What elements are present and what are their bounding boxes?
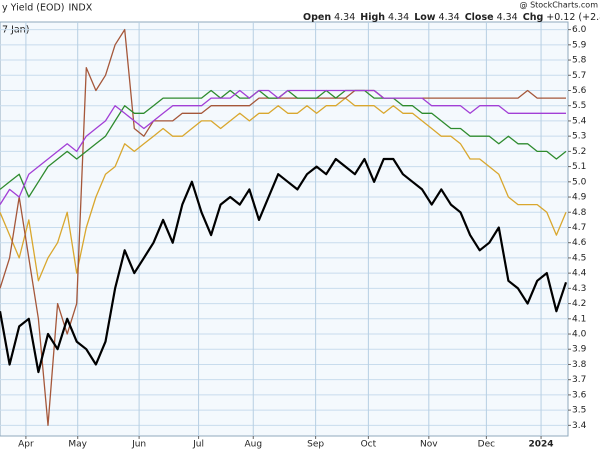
series-line [0,28,566,426]
y-tick-label: 5.1 [572,162,586,172]
y-tick-label: 4.9 [572,193,587,203]
y-tick-label: 5.6 [572,86,587,96]
x-tick-label: 2024 [529,440,554,450]
y-tick-label: 4.3 [572,284,586,294]
x-tick-label: May [68,440,87,450]
chart-title: y Yield (EOD) [2,3,65,14]
y-tick-label: 6.0 [572,25,587,35]
quote-label: Open [303,12,331,23]
y-tick-label: 4.7 [572,223,586,233]
y-tick-label: 5.4 [572,116,587,126]
series-line [0,157,568,374]
x-tick-label: Oct [361,440,377,450]
y-tick-label: 5.5 [572,101,586,111]
quote-label: Chg [523,12,544,23]
x-tick-label: Jun [131,440,146,450]
source: @ StockCharts.com [520,1,599,10]
x-tick-label: Apr [18,440,34,450]
y-tick-label: 4.5 [572,253,586,263]
quote-value: 4.34 [439,12,460,23]
y-tick-label: 5.0 [572,177,587,187]
y-tick-label: 4.0 [572,330,587,340]
quote-value: 4.34 [388,12,409,23]
x-tick-label: Dec [478,440,495,450]
y-tick-label: 4.1 [572,314,586,324]
x-tick-label: Sep [307,440,324,450]
y-tick-label: 3.5 [572,406,586,416]
y-tick-label: 3.9 [572,345,587,355]
x-tick-label: Jul [192,440,204,450]
quote-label: Low [414,12,436,23]
y-tick-label: 3.6 [572,390,587,400]
quote-label: Close [465,12,494,23]
plot-area [0,21,569,437]
y-tick-label: 5.8 [572,56,587,66]
quote: Open 4.34 High 4.34 Low 4.34 Close 4.34 Chg +0.12… [303,12,600,23]
x-tick-label: Aug [244,440,262,450]
y-tick-label: 5.2 [572,147,586,157]
y-tick-label: 4.4 [572,269,587,279]
y-tick-label: 5.3 [572,132,586,142]
series-line [0,97,567,282]
chart-subtitle: INDX [69,3,93,14]
quote-value: 4.34 [497,12,518,23]
quote-value: +0.12 (+2.84%) [546,12,600,23]
quote-label: High [360,12,385,23]
y-tick-label: 3.8 [572,360,587,370]
y-tick-label: 3.4 [572,421,587,431]
y-tick-label: 4.8 [572,208,587,218]
y-tick-label: 3.7 [572,375,586,385]
x-tick-label: Nov [420,440,438,450]
y-tick-label: 5.9 [572,40,587,50]
quote-value: 4.34 [334,12,355,23]
y-tick-label: 5.7 [572,71,586,81]
y-tick-label: 4.2 [572,299,586,309]
y-tick-label: 4.6 [572,238,587,248]
series-line [0,89,566,205]
